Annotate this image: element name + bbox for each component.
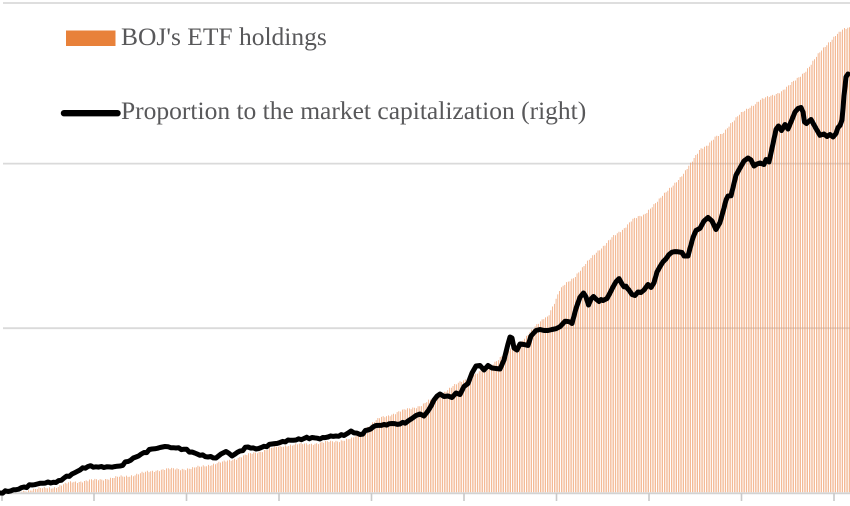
svg-text:Proportion to the market capit: Proportion to the market capitalization … <box>121 96 586 125</box>
svg-text:BOJ's ETF holdings: BOJ's ETF holdings <box>121 22 327 51</box>
